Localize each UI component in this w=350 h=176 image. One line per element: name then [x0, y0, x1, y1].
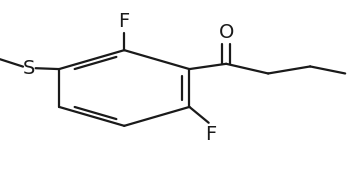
Text: O: O — [218, 23, 234, 42]
Text: F: F — [119, 12, 130, 31]
Text: F: F — [205, 125, 216, 143]
Text: S: S — [23, 59, 35, 78]
